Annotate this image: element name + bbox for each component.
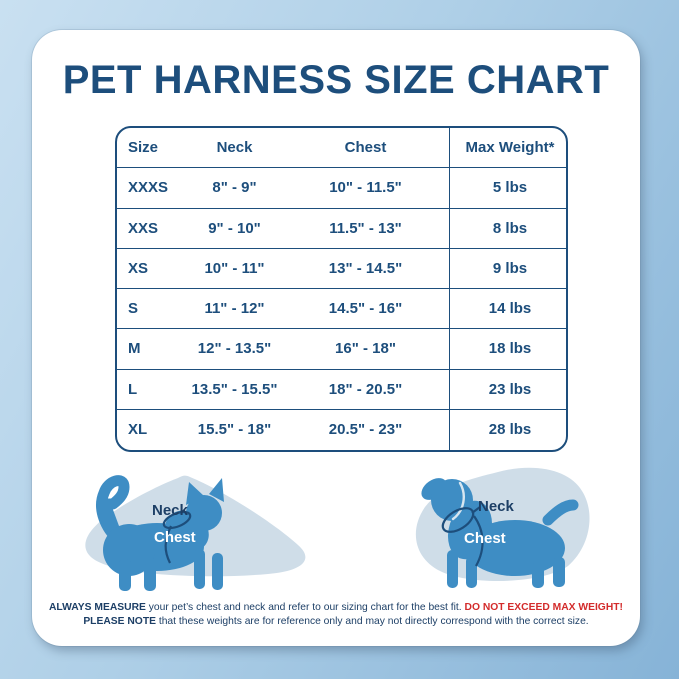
table-cell-neck: 9" - 10"	[187, 209, 282, 249]
table-cell-size: S	[117, 289, 187, 330]
table-cell-weight: 9 lbs	[449, 248, 566, 289]
footer-max-weight-warning: DO NOT EXCEED MAX WEIGHT!	[464, 602, 623, 613]
table-cell-size: XS	[117, 249, 187, 289]
table-cell-neck: 8" - 9"	[187, 168, 282, 209]
size-table: Size Neck Chest Max Weight* XXXS 8" - 9"…	[115, 126, 568, 452]
table-cell-weight: 28 lbs	[449, 409, 566, 450]
table-cell-neck: 13.5" - 15.5"	[187, 370, 282, 410]
dog-measure-diagram: Neck Chest	[400, 460, 640, 598]
chart-card: PET HARNESS SIZE CHART Size Neck Chest M…	[32, 30, 640, 646]
dog-ear-line	[451, 481, 465, 521]
table-cell-weight: 18 lbs	[449, 329, 566, 370]
column-header-size: Size	[117, 128, 187, 169]
table-cell-chest: 18" - 20.5"	[282, 370, 449, 410]
dog-illustration: Neck Chest	[415, 467, 590, 588]
footer-line-2: PLEASE NOTE that these weights are for r…	[48, 615, 624, 629]
column-header-neck: Neck	[187, 128, 282, 169]
cat-harness-lines	[162, 510, 192, 564]
dog-harness-lines	[441, 506, 484, 567]
footer-disclaimer: ALWAYS MEASURE your pet’s chest and neck…	[48, 601, 624, 628]
table-cell-chest: 10" - 11.5"	[282, 168, 449, 209]
table-cell-weight: 14 lbs	[449, 289, 566, 330]
dog-chest-label: Chest	[464, 530, 506, 547]
table-cell-size: M	[117, 329, 187, 370]
cat-illustration: Neck Chest	[85, 475, 306, 591]
column-header-max-weight: Max Weight*	[449, 128, 566, 169]
footer-please-note: PLEASE NOTE	[83, 615, 156, 627]
table-cell-neck: 10" - 11"	[187, 249, 282, 289]
cat-body	[96, 475, 224, 591]
table-cell-neck: 15.5" - 18"	[197, 421, 272, 439]
table-cell-size: L	[117, 370, 187, 410]
table-cell-chest: 16" - 18"	[282, 329, 449, 370]
footer-always-measure: ALWAYS MEASURE	[49, 602, 146, 613]
table-cell-size: XXS	[117, 209, 187, 249]
table-cell-chest: 13" - 14.5"	[282, 249, 449, 289]
footer-note-text: that these weights are for reference onl…	[155, 615, 589, 627]
table-cell-chest: 11.5" - 13"	[282, 209, 449, 249]
footer-measure-text: your pet’s chest and neck and refer to o…	[145, 602, 465, 613]
table-cell-weight: 5 lbs	[449, 168, 566, 209]
page-title: PET HARNESS SIZE CHART	[62, 58, 610, 102]
table-cell-size: XXXS	[117, 168, 187, 209]
table-cell-size: XL	[128, 421, 148, 439]
table-cell-chest: 20.5" - 23"	[328, 421, 403, 439]
cat-measure-diagram: Neck Chest	[72, 463, 324, 601]
table-cell-chest: 14.5" - 16"	[282, 289, 449, 330]
cat-chest-label: Chest	[154, 529, 196, 546]
footer-line-1: ALWAYS MEASURE your pet’s chest and neck…	[48, 601, 624, 615]
table-cell-neck: 12" - 13.5"	[187, 329, 282, 370]
table-cell-weight: 8 lbs	[449, 208, 566, 249]
table-cell-weight: 23 lbs	[449, 369, 566, 410]
column-header-chest: Chest	[282, 128, 449, 169]
dog-neck-label: Neck	[478, 498, 515, 515]
table-cell-neck: 11" - 12"	[187, 289, 282, 330]
cat-neck-label: Neck	[152, 502, 189, 519]
